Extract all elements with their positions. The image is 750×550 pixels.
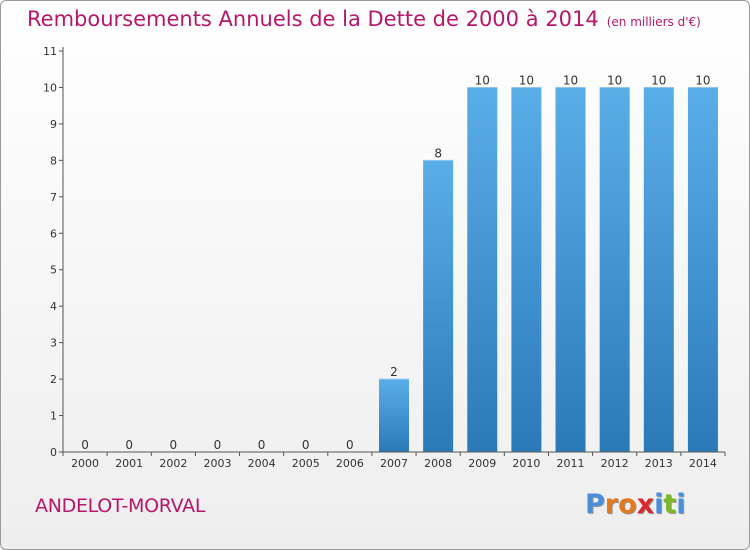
y-tick-label: 9 bbox=[50, 118, 57, 131]
x-tick-label: 2004 bbox=[248, 457, 276, 470]
bar-value-label: 0 bbox=[125, 438, 133, 452]
x-tick-label: 2014 bbox=[689, 457, 717, 470]
y-tick-label: 0 bbox=[50, 446, 57, 459]
bar-value-label: 10 bbox=[563, 73, 578, 87]
commune-name: ANDELOT-MORVAL bbox=[35, 495, 206, 517]
x-tick-label: 2005 bbox=[292, 457, 320, 470]
x-tick-label: 2009 bbox=[468, 457, 496, 470]
y-tick-label: 5 bbox=[50, 264, 57, 277]
y-tick-label: 11 bbox=[43, 45, 57, 58]
chart-title: Remboursements Annuels de la Dette de 20… bbox=[27, 7, 701, 31]
logo-letter: r bbox=[604, 489, 619, 520]
bar-value-label: 0 bbox=[302, 438, 310, 452]
logo-letter: t bbox=[663, 489, 677, 520]
logo-letter: P bbox=[585, 489, 605, 520]
bar bbox=[511, 87, 542, 453]
y-tick-label: 3 bbox=[50, 337, 57, 350]
logo-letter: o bbox=[618, 489, 637, 520]
x-tick-label: 2006 bbox=[336, 457, 364, 470]
bar bbox=[599, 87, 630, 453]
bar-value-label: 10 bbox=[651, 73, 666, 87]
bar bbox=[643, 87, 674, 453]
y-tick-label: 4 bbox=[50, 300, 57, 313]
x-tick-label: 2001 bbox=[115, 457, 143, 470]
bar-value-label: 2 bbox=[390, 365, 398, 379]
x-tick-label: 2012 bbox=[601, 457, 629, 470]
bar-value-label: 10 bbox=[519, 73, 534, 87]
y-tick-label: 10 bbox=[43, 81, 57, 94]
x-tick-label: 2002 bbox=[159, 457, 187, 470]
y-tick-label: 2 bbox=[50, 373, 57, 386]
bar bbox=[423, 160, 454, 452]
chart-subtitle: (en milliers d'€) bbox=[606, 15, 701, 29]
chart-title-text: Remboursements Annuels de la Dette de 20… bbox=[27, 7, 599, 31]
y-tick-label: 6 bbox=[50, 227, 57, 240]
y-tick-label: 8 bbox=[50, 154, 57, 167]
logo-letter: x bbox=[636, 489, 655, 520]
y-tick-label: 7 bbox=[50, 191, 57, 204]
x-tick-label: 2013 bbox=[645, 457, 673, 470]
logo-letter: i bbox=[676, 489, 686, 520]
x-tick-label: 2007 bbox=[380, 457, 408, 470]
x-tick-label: 2003 bbox=[203, 457, 231, 470]
bar-value-label: 10 bbox=[475, 73, 490, 87]
x-tick-label: 2000 bbox=[71, 457, 99, 470]
bar bbox=[379, 379, 409, 452]
bar-value-label: 0 bbox=[170, 438, 178, 452]
bar-value-label: 10 bbox=[695, 73, 710, 87]
proxiti-logo: Proxiti bbox=[585, 489, 686, 520]
x-tick-label: 2008 bbox=[424, 457, 452, 470]
bar-value-label: 0 bbox=[214, 438, 222, 452]
x-tick-label: 2010 bbox=[512, 457, 540, 470]
bar bbox=[687, 87, 718, 453]
bar-value-label: 0 bbox=[346, 438, 354, 452]
bar-value-label: 0 bbox=[258, 438, 266, 452]
bar bbox=[467, 87, 498, 453]
x-tick-label: 2011 bbox=[557, 457, 585, 470]
bar-value-label: 10 bbox=[607, 73, 622, 87]
bar-value-label: 8 bbox=[434, 146, 442, 160]
y-tick-label: 1 bbox=[50, 410, 57, 423]
bar-value-label: 0 bbox=[81, 438, 89, 452]
bar bbox=[555, 87, 586, 453]
logo-letter: i bbox=[654, 489, 664, 520]
